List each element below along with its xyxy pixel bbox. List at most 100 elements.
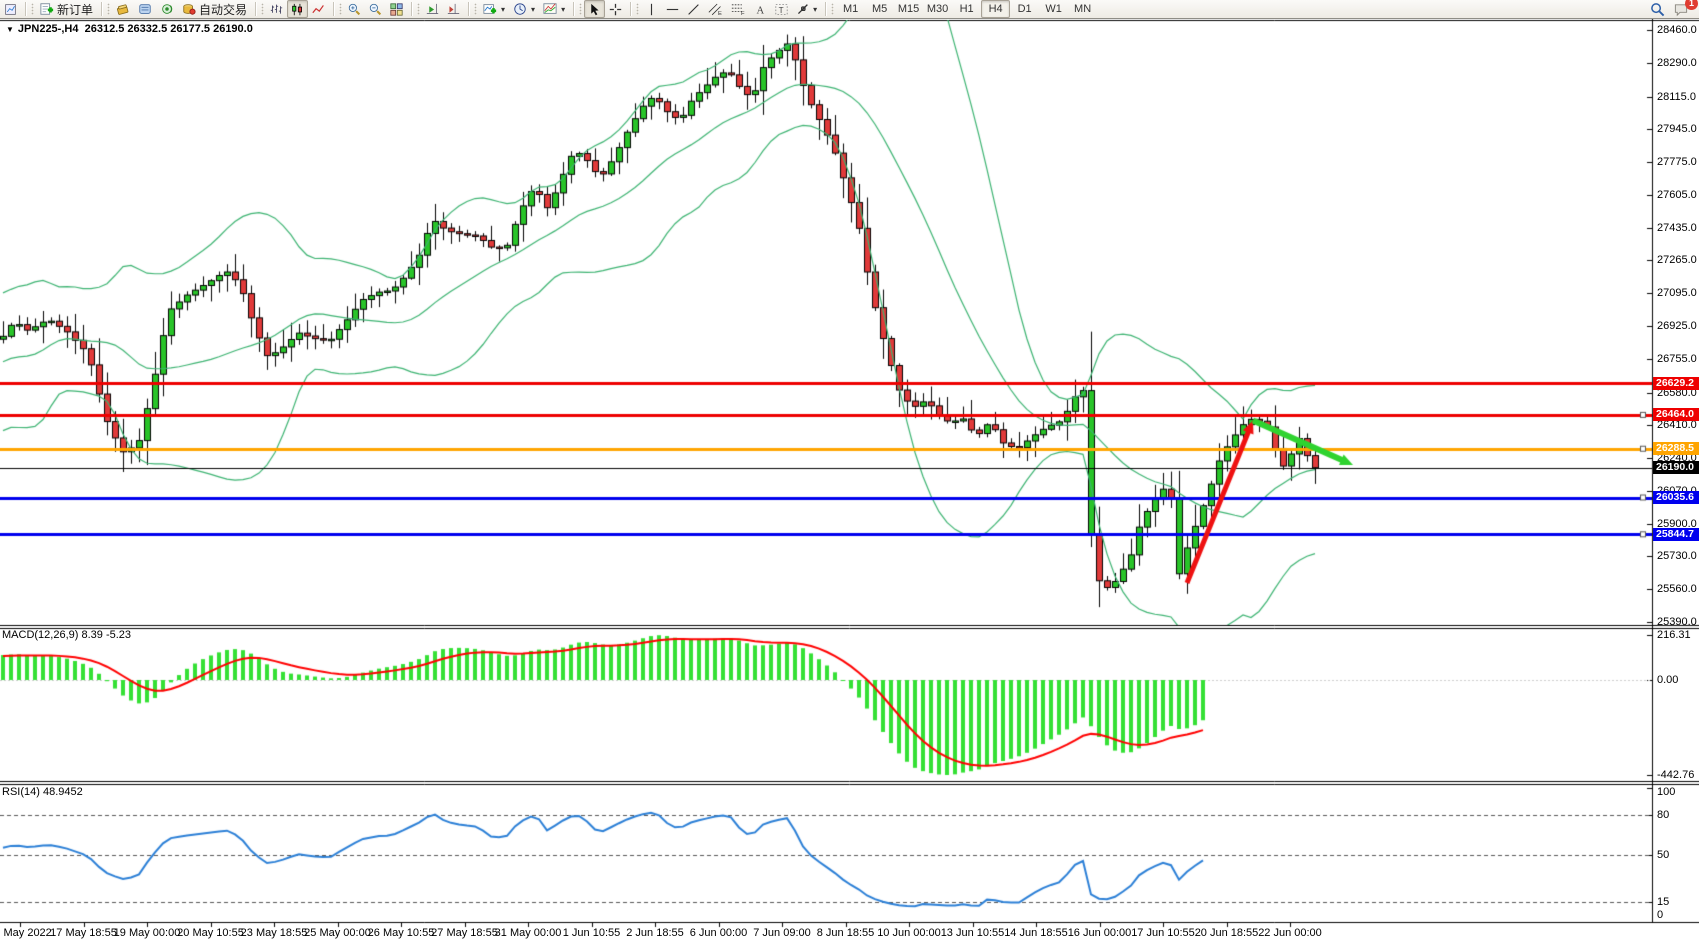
new-order-button[interactable]: 新订单 (36, 0, 97, 18)
timeframe-mn-button[interactable]: MN (1074, 3, 1092, 15)
line-chart-icon (312, 3, 325, 16)
candlestick-icon (291, 3, 304, 16)
autotrading-button-label: 自动交易 (199, 2, 248, 17)
new-order-icon (40, 2, 54, 16)
macd-axis-tick: -442.76 (1657, 769, 1695, 781)
new-chart-button[interactable] (0, 0, 21, 18)
toolbar-separator (255, 2, 258, 16)
price-line-label: 26288.5 (1653, 442, 1699, 456)
time-axis-label: 1 Jun 10:55 (562, 927, 621, 939)
timeframe-m1-button[interactable]: M1 (842, 3, 859, 15)
line-chart-button[interactable] (308, 0, 329, 18)
notification-badge: 1 (1685, 0, 1698, 10)
shapes-button[interactable]: ▾ (792, 0, 821, 18)
periods-button[interactable]: ▾ (509, 0, 539, 18)
timeframe-m15-button[interactable]: M15 (897, 3, 920, 15)
toolbar-separator (411, 2, 414, 16)
ohlc-open: 26312.5 (84, 23, 125, 35)
navigator-icon (160, 2, 174, 16)
price-line-label: 26035.6 (1653, 491, 1699, 504)
horizontal-line-button[interactable] (662, 0, 683, 18)
chevron-down-icon: ▾ (531, 4, 536, 14)
search-button[interactable] (1646, 0, 1669, 18)
timeframe-h4-button[interactable]: H4 (981, 0, 1011, 18)
zoom-in-button[interactable] (344, 0, 365, 18)
autoscroll-icon (426, 3, 439, 16)
time-axis-label: 2 Jun 18:55 (626, 927, 684, 939)
price-axis-tick: 28460.0 (1657, 24, 1697, 36)
vline-icon (645, 3, 658, 16)
timeframe-d1-button[interactable]: D1 (1017, 3, 1032, 15)
vertical-line-button[interactable] (641, 0, 662, 18)
ohlc-low: 26177.5 (170, 23, 211, 35)
navigator-button[interactable] (156, 0, 178, 18)
price-axis-tick: 27605.0 (1657, 188, 1697, 201)
price-axis-tick: 25730.0 (1657, 550, 1697, 563)
time-axis-label: 17 May 18:55 (50, 927, 117, 939)
crosshair-button[interactable] (605, 0, 626, 18)
macd-axis-tick: 0.00 (1657, 674, 1679, 686)
price-axis-tick: 27945.0 (1657, 123, 1697, 136)
toolbar-grip (579, 3, 583, 15)
toolbar-right-group: 1 (1646, 0, 1698, 18)
autotrading-icon (182, 2, 196, 16)
time-axis-label: 20 Jun 18:55 (1194, 927, 1259, 939)
tile-windows-button[interactable] (386, 0, 407, 18)
chart-canvas[interactable] (0, 19, 1699, 943)
rsi-axis-tick: 50 (1657, 849, 1670, 861)
trendline-button[interactable] (683, 0, 704, 18)
text-button[interactable]: A (750, 0, 771, 18)
label-icon: T (775, 3, 788, 16)
crosshair-icon (609, 3, 622, 16)
toolbar-grip (107, 3, 111, 15)
bar-chart-button[interactable] (266, 0, 287, 18)
indicators-icon (483, 2, 497, 16)
time-axis-label: 13 Jun 10:55 (940, 927, 1005, 939)
autoscroll-button[interactable] (422, 0, 443, 18)
price-axis-tick: 27095.0 (1657, 287, 1697, 300)
toolbar-grip (474, 3, 478, 15)
templates-button[interactable]: ▾ (539, 0, 569, 18)
svg-text:A: A (757, 5, 765, 15)
toolbar-grip (636, 3, 640, 15)
toolbar-grip (31, 3, 34, 15)
cursor-button[interactable] (584, 0, 606, 18)
toolbar-grip (417, 3, 421, 15)
autotrading-button[interactable]: 自动交易 (178, 0, 251, 18)
macd-pane-label: MACD(12,26,9) 8.39 -5.23 (2, 629, 132, 641)
trendline-icon (687, 3, 700, 16)
timeframe-m5-button[interactable]: M5 (871, 3, 888, 15)
svg-text:F: F (741, 11, 745, 16)
fibonacci-button[interactable]: F (727, 0, 750, 18)
text-icon: A (754, 3, 767, 15)
time-axis-label: 14 Jun 18:55 (1004, 927, 1068, 939)
timeframe-w1-button[interactable]: W1 (1045, 3, 1062, 15)
chart-ohlc-title: ▼ JPN225-,H4 26312.5 26332.5 26177.5 2619… (6, 23, 253, 35)
time-axis-label: 31 May 00:00 (494, 927, 562, 939)
equidistant-channel-button[interactable]: E (704, 0, 727, 18)
symbol-dropdown-icon[interactable]: ▼ (6, 25, 14, 34)
timeframe-m30-button[interactable]: M30 (926, 3, 949, 15)
text-label-button[interactable]: T (771, 0, 792, 18)
market-watch-button[interactable] (112, 0, 134, 18)
price-axis-tick: 27265.0 (1657, 254, 1697, 267)
toolbar-grip (261, 3, 265, 15)
new-order-button-label: 新订单 (57, 2, 94, 17)
rsi-axis-tick: 100 (1657, 786, 1676, 798)
chart-shift-button[interactable] (443, 0, 464, 18)
price-axis-tick: 25560.0 (1657, 583, 1697, 596)
toolbar-separator (468, 2, 471, 16)
time-axis-label: 20 May 10:55 (177, 927, 244, 939)
time-axis-label: 8 Jun 18:55 (816, 927, 875, 939)
rsi-pane-label: RSI(14) 48.9452 (2, 786, 83, 798)
indicators-button[interactable]: ▾ (479, 0, 509, 18)
timeframe-h1-button[interactable]: H1 (959, 3, 974, 15)
candlestick-button[interactable] (287, 0, 309, 18)
zoom-out-button[interactable] (365, 0, 386, 18)
templates-icon (543, 2, 557, 16)
notifications-button[interactable]: 1 (1669, 0, 1698, 18)
chevron-down-icon: ▾ (561, 4, 566, 14)
chart-window: ▼ JPN225-,H4 26312.5 26332.5 26177.5 2619… (0, 19, 1699, 943)
price-line-label: 26629.2 (1653, 376, 1699, 390)
data-window-button[interactable] (134, 0, 156, 18)
